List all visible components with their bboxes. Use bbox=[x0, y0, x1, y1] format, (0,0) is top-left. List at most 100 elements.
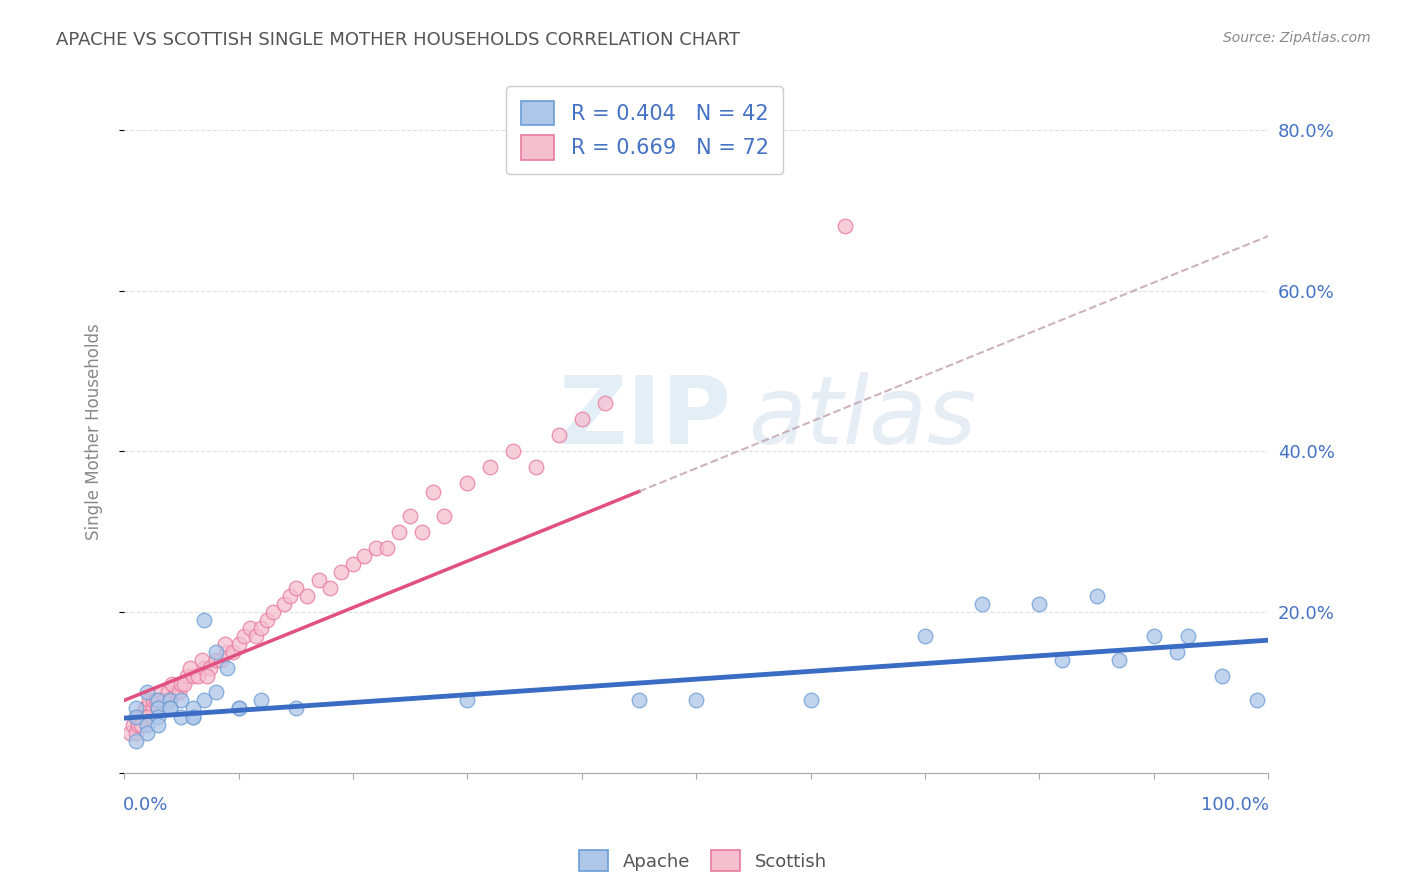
Point bbox=[217, 661, 239, 675]
Point bbox=[159, 701, 181, 715]
Point bbox=[187, 669, 209, 683]
Point bbox=[160, 677, 183, 691]
Legend: R = 0.404   N = 42, R = 0.669   N = 72: R = 0.404 N = 42, R = 0.669 N = 72 bbox=[506, 87, 783, 174]
Point bbox=[228, 637, 250, 651]
Point bbox=[191, 653, 214, 667]
Point bbox=[308, 573, 330, 587]
Point bbox=[228, 701, 250, 715]
Text: Source: ZipAtlas.com: Source: ZipAtlas.com bbox=[1223, 31, 1371, 45]
Point bbox=[627, 693, 650, 707]
Point bbox=[173, 677, 195, 691]
Point bbox=[433, 508, 456, 523]
Point bbox=[834, 219, 856, 234]
Point bbox=[118, 725, 141, 739]
Point bbox=[1143, 629, 1166, 643]
Point bbox=[342, 557, 364, 571]
Point bbox=[181, 709, 204, 723]
Legend: Apache, Scottish: Apache, Scottish bbox=[572, 843, 834, 879]
Point bbox=[1052, 653, 1074, 667]
Point bbox=[262, 605, 284, 619]
Point bbox=[502, 444, 524, 458]
Point bbox=[142, 693, 165, 707]
Point bbox=[388, 524, 411, 539]
Point bbox=[972, 597, 994, 611]
Point bbox=[547, 428, 569, 442]
Point bbox=[149, 685, 172, 699]
Point bbox=[124, 725, 146, 739]
Point bbox=[278, 589, 301, 603]
Point bbox=[222, 645, 245, 659]
Point bbox=[193, 661, 215, 675]
Point bbox=[181, 669, 204, 683]
Point bbox=[375, 541, 398, 555]
Point bbox=[353, 549, 375, 563]
Point bbox=[914, 629, 936, 643]
Point bbox=[129, 709, 152, 723]
Point bbox=[142, 701, 165, 715]
Point bbox=[181, 709, 204, 723]
Point bbox=[193, 693, 215, 707]
Point bbox=[1085, 589, 1108, 603]
Point bbox=[148, 717, 170, 731]
Point bbox=[129, 709, 152, 723]
Point bbox=[136, 717, 159, 731]
Point bbox=[411, 524, 433, 539]
Point bbox=[124, 709, 146, 723]
Point bbox=[479, 460, 502, 475]
Point bbox=[256, 613, 278, 627]
Point bbox=[138, 693, 160, 707]
Point bbox=[1211, 669, 1233, 683]
Point bbox=[176, 669, 198, 683]
Point bbox=[148, 701, 170, 715]
Point bbox=[193, 613, 215, 627]
Point bbox=[319, 581, 342, 595]
Point bbox=[273, 597, 295, 611]
Point bbox=[165, 685, 187, 699]
Point bbox=[167, 685, 190, 699]
Y-axis label: Single Mother Households: Single Mother Households bbox=[86, 323, 103, 540]
Point bbox=[153, 693, 176, 707]
Point bbox=[136, 709, 159, 723]
Point bbox=[136, 685, 159, 699]
Point bbox=[456, 476, 478, 491]
Point bbox=[170, 693, 193, 707]
Point bbox=[217, 645, 239, 659]
Point bbox=[456, 693, 478, 707]
Point bbox=[1028, 597, 1050, 611]
Point bbox=[1246, 693, 1268, 707]
Point bbox=[148, 701, 170, 715]
Text: APACHE VS SCOTTISH SINGLE MOTHER HOUSEHOLDS CORRELATION CHART: APACHE VS SCOTTISH SINGLE MOTHER HOUSEHO… bbox=[56, 31, 740, 49]
Point bbox=[364, 541, 387, 555]
Point bbox=[148, 693, 170, 707]
Point bbox=[136, 725, 159, 739]
Point bbox=[170, 677, 193, 691]
Point bbox=[245, 629, 267, 643]
Point bbox=[148, 701, 170, 715]
Point bbox=[284, 581, 307, 595]
Point bbox=[204, 645, 226, 659]
Text: 0.0%: 0.0% bbox=[122, 797, 169, 814]
Point bbox=[124, 701, 146, 715]
Point bbox=[134, 701, 156, 715]
Point bbox=[195, 669, 218, 683]
Point bbox=[145, 693, 167, 707]
Point bbox=[181, 701, 204, 715]
Point bbox=[593, 396, 616, 410]
Point bbox=[250, 693, 273, 707]
Point bbox=[239, 621, 262, 635]
Point bbox=[422, 484, 444, 499]
Point bbox=[1166, 645, 1188, 659]
Point bbox=[233, 629, 256, 643]
Point bbox=[122, 717, 145, 731]
Point bbox=[129, 717, 152, 731]
Point bbox=[204, 685, 226, 699]
Point bbox=[524, 460, 547, 475]
Point bbox=[204, 653, 226, 667]
Point bbox=[159, 693, 181, 707]
Point bbox=[124, 709, 146, 723]
Point bbox=[159, 693, 181, 707]
Point bbox=[399, 508, 422, 523]
Text: atlas: atlas bbox=[748, 372, 976, 463]
Point bbox=[228, 701, 250, 715]
Point bbox=[1108, 653, 1130, 667]
